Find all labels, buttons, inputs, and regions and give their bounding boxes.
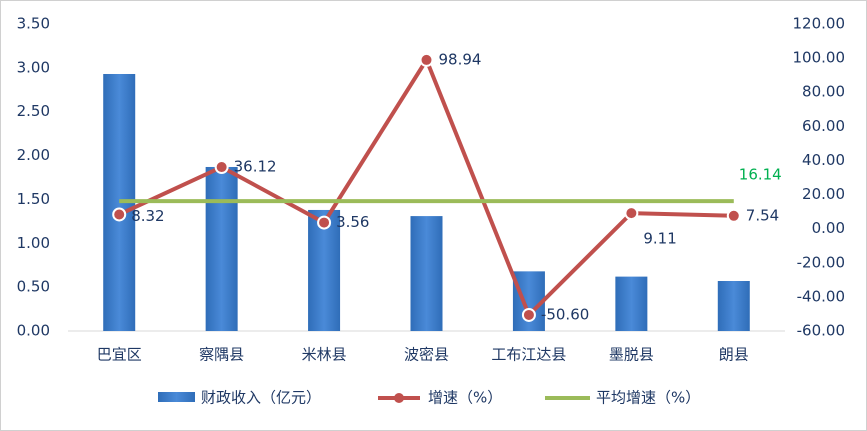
data-label: 7.54 bbox=[746, 206, 779, 224]
x-tick-label: 朗县 bbox=[719, 346, 749, 364]
data-label: 98.94 bbox=[439, 50, 482, 68]
marker bbox=[521, 307, 536, 322]
data-label: 36.12 bbox=[234, 158, 277, 176]
marker bbox=[112, 207, 127, 222]
x-tick-label: 米林县 bbox=[302, 346, 347, 364]
x-tick-label: 波密县 bbox=[404, 346, 449, 364]
legend-label: 增速（%） bbox=[428, 389, 502, 407]
bar bbox=[717, 281, 750, 331]
bar bbox=[615, 276, 648, 331]
y-tick-label: 1.00 bbox=[17, 234, 50, 252]
bar bbox=[308, 209, 341, 331]
marker bbox=[419, 52, 434, 67]
x-tick-label: 墨脱县 bbox=[609, 346, 654, 364]
y-tick-label: 2.00 bbox=[17, 146, 50, 164]
y2-tick-label: -40.00 bbox=[797, 287, 845, 305]
legend-marker bbox=[394, 393, 404, 403]
x-tick-label: 工布江达县 bbox=[491, 346, 566, 364]
marker bbox=[624, 206, 639, 221]
y2-tick-label: 100.00 bbox=[793, 49, 846, 67]
data-label: 9.11 bbox=[643, 230, 676, 248]
bar bbox=[205, 166, 238, 331]
marker bbox=[214, 160, 229, 175]
y-tick-label: 0.50 bbox=[17, 278, 50, 296]
y-tick-label: 0.00 bbox=[17, 322, 50, 340]
y2-tick-label: -60.00 bbox=[797, 322, 845, 340]
x-tick-label: 巴宜区 bbox=[97, 346, 142, 364]
x-tick-label: 察隅县 bbox=[199, 346, 244, 364]
legend-label: 平均增速（%） bbox=[596, 389, 700, 407]
data-label: 3.56 bbox=[336, 213, 369, 231]
y2-tick-label: -20.00 bbox=[797, 253, 845, 271]
data-label: 8.32 bbox=[131, 207, 164, 225]
marker bbox=[726, 208, 741, 223]
bar bbox=[410, 216, 443, 331]
y-tick-label: 3.00 bbox=[17, 58, 50, 76]
y2-tick-label: 80.00 bbox=[802, 83, 845, 101]
legend-swatch bbox=[158, 392, 195, 402]
y2-tick-label: 20.00 bbox=[802, 185, 845, 203]
legend-label: 财政收入（亿元） bbox=[201, 389, 321, 407]
y2-tick-label: 40.00 bbox=[802, 151, 845, 169]
y-tick-label: 3.50 bbox=[17, 15, 50, 33]
y-tick-label: 2.50 bbox=[17, 102, 50, 120]
y2-tick-label: 0.00 bbox=[812, 219, 845, 237]
y-tick-label: 1.50 bbox=[17, 190, 50, 208]
marker bbox=[317, 215, 332, 230]
y2-tick-label: 120.00 bbox=[793, 15, 846, 33]
y2-tick-label: 60.00 bbox=[802, 117, 845, 135]
average-label: 16.14 bbox=[739, 166, 782, 184]
data-label: -50.60 bbox=[541, 305, 589, 323]
